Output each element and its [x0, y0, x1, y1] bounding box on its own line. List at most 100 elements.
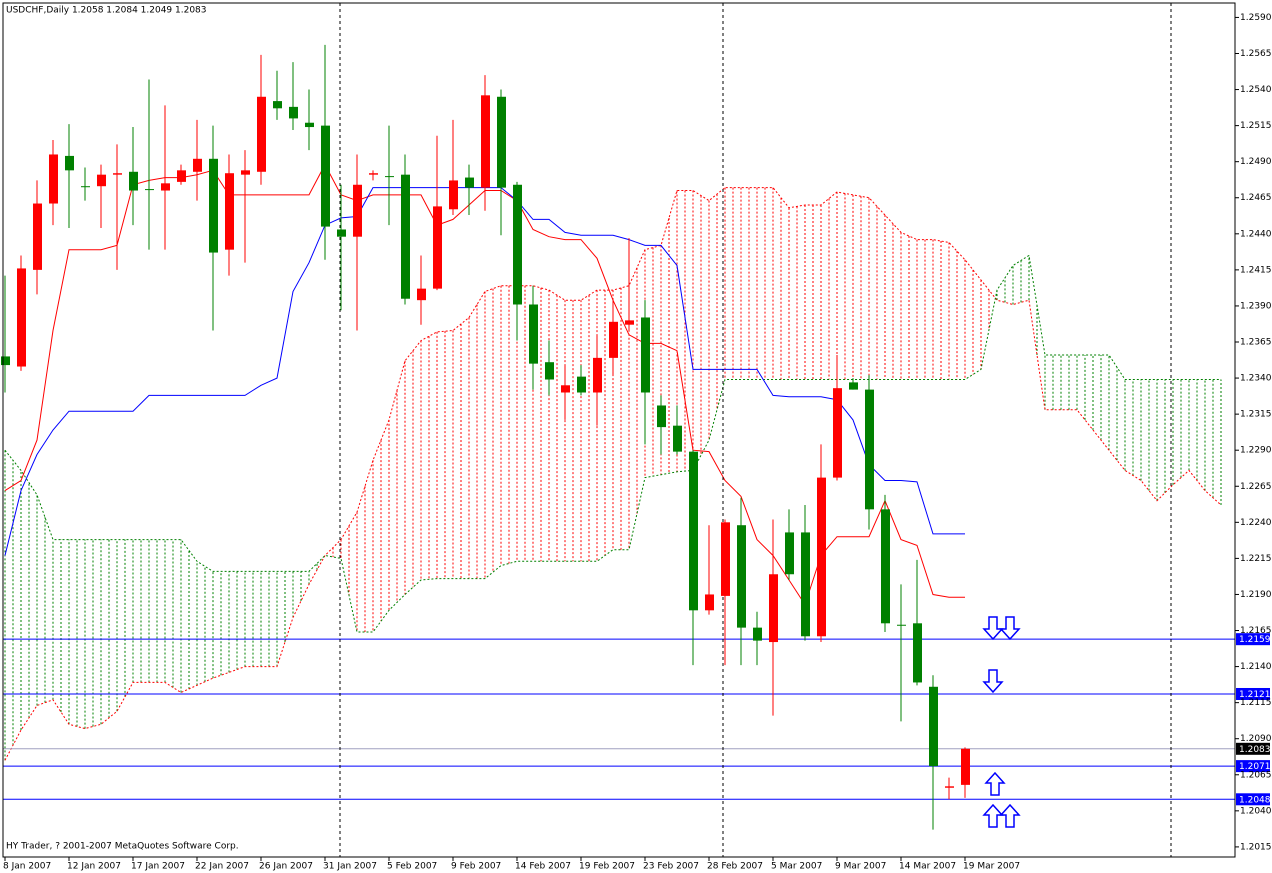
x-tick-label: 19 Feb 2007	[579, 862, 635, 872]
candle-body	[193, 158, 202, 172]
y-tick-label: 1.2240	[1240, 518, 1272, 528]
candle-body	[161, 183, 170, 191]
level-label-box	[1236, 633, 1270, 646]
marks-layer: 1.2159 1.2121 1.2071 1.2048 1.2083	[1, 44, 1271, 830]
y-tick-label: 1.2265	[1240, 482, 1272, 492]
x-tick-label: 8 Jan 2007	[3, 862, 51, 872]
candle-body	[465, 177, 474, 188]
x-tick-label: 26 Jan 2007	[259, 862, 313, 872]
candle-body	[145, 189, 154, 191]
last-price-box	[1236, 742, 1270, 755]
down-arrow	[999, 616, 1021, 641]
x-tick-label: 5 Mar 2007	[771, 862, 822, 872]
chart-title: USDCHF,Daily 1.2058 1.2084 1.2049 1.2083	[6, 6, 207, 16]
down-arrow	[982, 669, 1004, 694]
candle-body	[401, 174, 410, 299]
y-tick-label: 1.2415	[1240, 265, 1272, 275]
candle-body	[241, 170, 250, 175]
y-tick-label: 1.2065	[1240, 770, 1272, 780]
up-arrow	[999, 803, 1021, 828]
candle-body	[1, 356, 10, 366]
senkou-span-a	[4, 187, 1222, 761]
candle-body	[225, 173, 234, 250]
senkou-span-b	[4, 254, 1221, 633]
candle-body	[497, 96, 506, 188]
candle-body	[481, 95, 490, 188]
candle-body	[49, 154, 58, 204]
candle-body	[945, 786, 954, 788]
candle-body	[513, 184, 522, 305]
level-label-box	[1236, 760, 1270, 773]
y-tick-label: 1.2290	[1240, 446, 1272, 456]
candle-body	[369, 173, 378, 175]
candle-body	[657, 405, 666, 428]
x-tick-label: 14 Feb 2007	[515, 862, 571, 872]
y-tick-label: 1.2040	[1240, 806, 1272, 816]
x-tick-label: 28 Feb 2007	[707, 862, 763, 872]
candle-body	[833, 388, 842, 478]
plot-frame	[2, 2, 1236, 858]
candle-body	[929, 686, 938, 767]
candle-body	[609, 321, 618, 358]
candle-body	[817, 477, 826, 637]
candle-body	[113, 173, 122, 175]
candle-body	[417, 288, 426, 301]
level-label-box	[1236, 793, 1270, 806]
candle-body	[689, 451, 698, 611]
level-label: 1.2071	[1239, 762, 1271, 772]
down-arrow	[982, 616, 1004, 641]
candle-body	[785, 532, 794, 575]
y-tick-label: 1.2140	[1240, 662, 1272, 672]
candle-body	[625, 320, 634, 325]
y-tick-label: 1.2440	[1240, 229, 1272, 239]
y-tick-label: 1.2565	[1240, 49, 1272, 59]
level-label: 1.2121	[1239, 690, 1271, 700]
candle-body	[353, 184, 362, 237]
candle-body	[321, 125, 330, 227]
x-tick-label: 12 Jan 2007	[67, 862, 121, 872]
candle-body	[865, 389, 874, 510]
candle-body	[721, 522, 730, 596]
y-tick-label: 1.2090	[1240, 734, 1272, 744]
x-tick-label: 17 Jan 2007	[131, 862, 185, 872]
candle-body	[529, 304, 538, 364]
y-tick-label: 1.2465	[1240, 193, 1272, 203]
candle-body	[641, 317, 650, 393]
y-tick-label: 1.2165	[1240, 626, 1272, 636]
candle-body	[545, 362, 554, 380]
y-tick-label: 1.2590	[1240, 13, 1272, 23]
candle-body	[289, 106, 298, 119]
y-tick-label: 1.2490	[1240, 157, 1272, 167]
footer: HY Trader, ? 2001-2007 MetaQuotes Softwa…	[6, 842, 239, 852]
level-label-box	[1236, 687, 1270, 700]
y-tick-label: 1.2115	[1240, 698, 1272, 708]
y-tick-label: 1.2390	[1240, 301, 1272, 311]
y-tick-label: 1.2015	[1240, 842, 1272, 852]
candle-body	[129, 171, 138, 191]
candle-body	[305, 122, 314, 128]
candle-body	[769, 574, 778, 643]
candle-body	[913, 623, 922, 683]
x-tick-label: 9 Feb 2007	[451, 862, 501, 872]
candle-body	[593, 357, 602, 393]
y-tick-label: 1.2190	[1240, 590, 1272, 600]
candle-body	[753, 627, 762, 641]
x-tick-label: 22 Jan 2007	[195, 862, 249, 872]
y-tick-label: 1.2365	[1240, 338, 1272, 348]
candle-body	[433, 206, 442, 289]
arrows	[982, 616, 1021, 828]
y-tick-label: 1.2540	[1240, 85, 1272, 95]
level-label: 1.2048	[1239, 795, 1271, 805]
candle-body	[273, 101, 282, 109]
level-label: 1.2159	[1239, 635, 1271, 645]
y-tick-label: 1.2215	[1240, 554, 1272, 564]
x-tick-label: 31 Jan 2007	[323, 862, 377, 872]
candle-body	[81, 186, 90, 188]
candle-body	[961, 748, 970, 785]
candle-body	[801, 532, 810, 637]
plot-layer	[3, 163, 1235, 800]
